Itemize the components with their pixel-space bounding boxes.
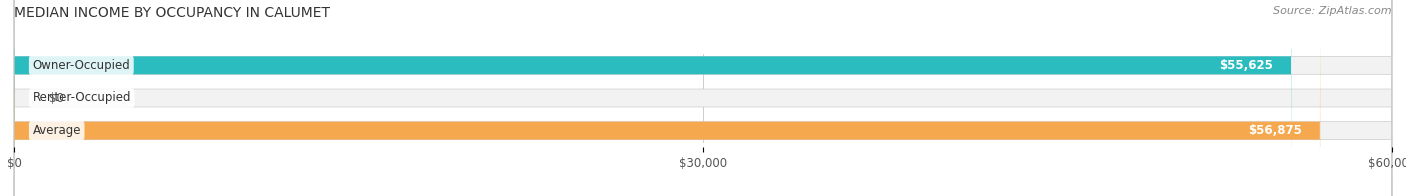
Text: Source: ZipAtlas.com: Source: ZipAtlas.com (1274, 6, 1392, 16)
Text: $56,875: $56,875 (1249, 124, 1302, 137)
FancyBboxPatch shape (14, 0, 1392, 196)
FancyBboxPatch shape (14, 0, 1292, 196)
Text: MEDIAN INCOME BY OCCUPANCY IN CALUMET: MEDIAN INCOME BY OCCUPANCY IN CALUMET (14, 6, 330, 20)
FancyBboxPatch shape (14, 0, 1320, 196)
Text: Average: Average (32, 124, 82, 137)
FancyBboxPatch shape (14, 0, 1392, 196)
Text: $0: $0 (48, 92, 63, 104)
FancyBboxPatch shape (14, 0, 1392, 196)
Text: $55,625: $55,625 (1219, 59, 1272, 72)
Text: Renter-Occupied: Renter-Occupied (32, 92, 131, 104)
Text: Owner-Occupied: Owner-Occupied (32, 59, 131, 72)
